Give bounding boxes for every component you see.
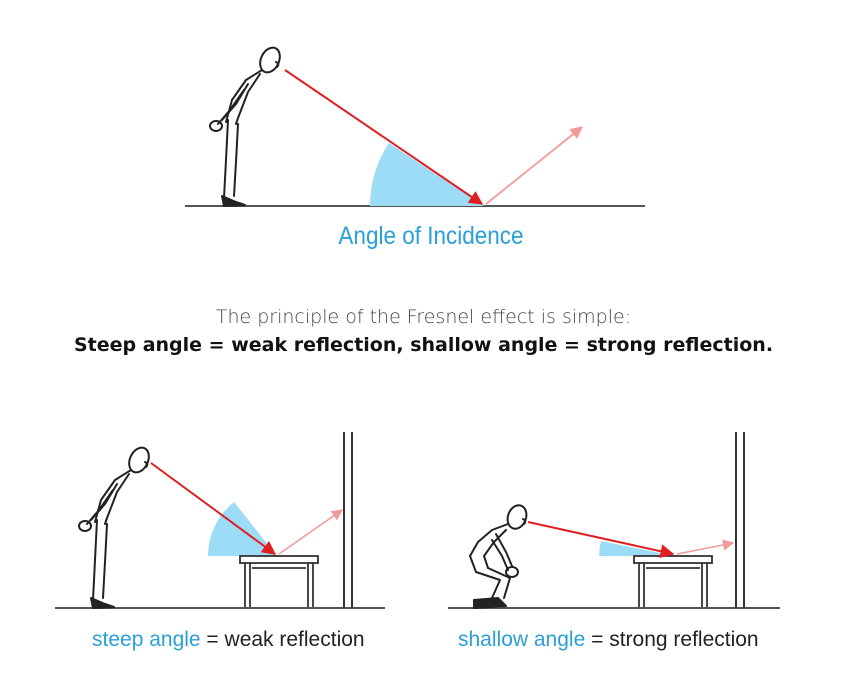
incident-ray xyxy=(150,462,277,555)
incidence-angle-wedge xyxy=(599,541,675,556)
steep-angle-diagram xyxy=(55,432,385,609)
table xyxy=(633,555,713,607)
incident-ray xyxy=(527,521,675,559)
reflected-ray xyxy=(485,126,583,205)
reflected-ray xyxy=(278,509,343,555)
top-diagram xyxy=(185,46,645,207)
reflected-ray xyxy=(676,539,735,555)
angle-of-incidence-caption: Angle of Incidence xyxy=(338,222,524,250)
wall xyxy=(735,432,745,608)
weak-reflection-label: = weak reflection xyxy=(200,628,365,651)
wall xyxy=(343,432,353,608)
shallow-angle-caption: shallow angle = strong reflection xyxy=(458,628,759,652)
steep-angle-caption: steep angle = weak reflection xyxy=(92,628,365,652)
table xyxy=(239,555,319,607)
principle-rule: Steep angle = weak reflection, shallow a… xyxy=(73,334,774,356)
crouching-person xyxy=(469,504,528,609)
principle-intro: The principle of the Fresnel effect is s… xyxy=(215,306,632,328)
shallow-angle-diagram xyxy=(448,432,780,609)
strong-reflection-label: = strong reflection xyxy=(585,628,759,651)
standing-person xyxy=(78,446,150,609)
standing-person xyxy=(209,46,281,207)
shallow-angle-label: shallow angle xyxy=(458,628,586,651)
steep-angle-label: steep angle xyxy=(92,628,201,651)
incidence-angle-wedge xyxy=(370,143,484,206)
incident-ray xyxy=(284,69,484,205)
